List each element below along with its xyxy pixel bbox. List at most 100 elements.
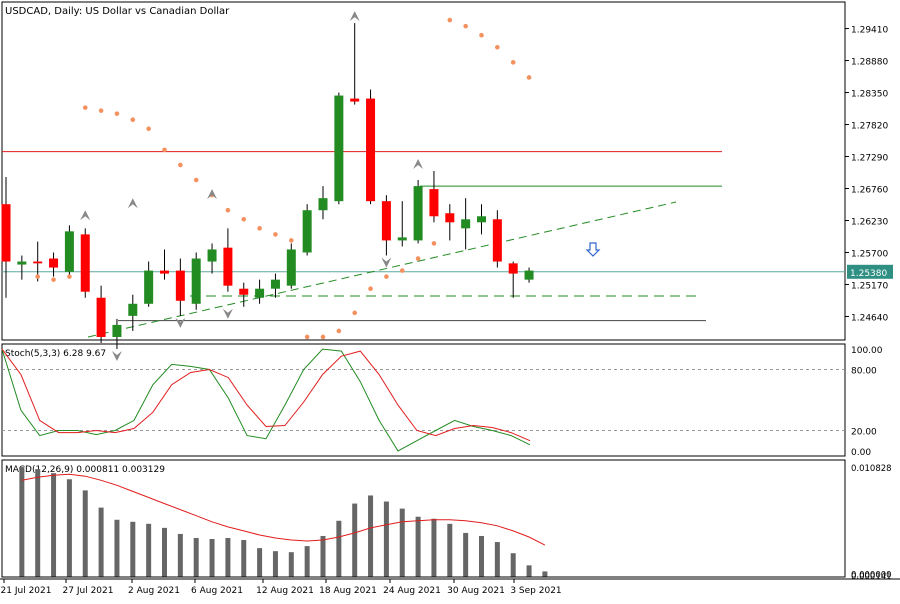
time-axis-label: 30 Aug 2021 — [447, 586, 505, 596]
macd-tick-label: 0.010828 — [851, 464, 892, 474]
parabolic-sar-dot — [193, 177, 199, 183]
macd-histogram-bar — [66, 479, 72, 577]
parabolic-sar-dot — [463, 23, 468, 29]
parabolic-sar-dot — [130, 117, 136, 122]
macd-histogram-bar — [209, 539, 215, 577]
macd-histogram-bar — [320, 535, 326, 577]
candle-body[interactable] — [223, 247, 233, 286]
parabolic-sar-dot — [479, 32, 484, 38]
candle-body[interactable] — [191, 258, 201, 304]
candle-body[interactable] — [445, 213, 455, 223]
parabolic-sar-dot — [146, 126, 151, 132]
price-tick-label: 1.24640 — [851, 313, 888, 323]
macd-histogram-bar — [272, 551, 278, 577]
macd-histogram-bar — [399, 508, 405, 577]
candle-body[interactable] — [80, 234, 90, 292]
uptrend-line[interactable] — [87, 201, 677, 338]
price-tick-label: 1.26760 — [851, 186, 888, 196]
candle-body[interactable] — [64, 231, 74, 272]
candle-body[interactable] — [239, 288, 249, 295]
time-axis-label: 21 Jul 2021 — [1, 586, 52, 596]
macd-panel-frame — [1, 459, 846, 578]
macd-histogram-bar — [288, 552, 294, 577]
candle-body[interactable] — [302, 210, 312, 253]
candle-body[interactable] — [429, 189, 439, 217]
candle-body[interactable] — [160, 270, 169, 274]
price-tick-label: 1.26230 — [851, 217, 888, 227]
candle-body[interactable] — [508, 263, 518, 274]
time-axis-label: 6 Aug 2021 — [191, 586, 243, 596]
fractal-down-icon — [222, 308, 233, 319]
macd-histogram-bar — [336, 520, 342, 577]
macd-histogram-bar — [368, 495, 374, 577]
candle-body[interactable] — [318, 198, 328, 211]
sell-arrow-icon[interactable] — [585, 242, 601, 257]
parabolic-sar-dot — [399, 268, 405, 273]
fractal-up-icon — [349, 11, 360, 22]
parabolic-sar-dot — [526, 75, 532, 80]
parabolic-sar-dot — [35, 274, 40, 279]
fractal-up-icon — [80, 210, 91, 221]
candle-body[interactable] — [350, 98, 360, 102]
candle-body[interactable] — [175, 270, 185, 301]
macd-histogram-bar — [415, 516, 421, 577]
candle-body[interactable] — [49, 258, 59, 268]
candle-body[interactable] — [128, 303, 138, 316]
price-tick-label: 1.25170 — [851, 281, 888, 291]
candle-body[interactable] — [397, 237, 407, 241]
parabolic-sar-dot — [384, 274, 389, 279]
stochastic-panel-frame — [1, 343, 846, 457]
candle-body[interactable] — [366, 98, 376, 202]
candle-body[interactable] — [207, 249, 217, 262]
candle-body[interactable] — [144, 270, 154, 304]
candle-body[interactable] — [286, 249, 296, 286]
candle-body[interactable] — [477, 216, 486, 223]
macd-histogram-bar — [463, 532, 469, 577]
fractal-down-icon — [111, 351, 122, 362]
macd-title: MACD(12,26,9) 0.000811 0.003129 — [5, 465, 165, 475]
parabolic-sar-dot — [98, 108, 104, 113]
candle-body[interactable] — [96, 297, 106, 337]
time-axis-label: 18 Aug 2021 — [319, 586, 377, 596]
parabolic-sar-dot — [241, 216, 247, 222]
macd-histogram-bar — [114, 519, 120, 577]
parabolic-sar-dot — [431, 241, 437, 246]
parabolic-sar-dot — [447, 17, 453, 23]
parabolic-sar-dot — [114, 111, 120, 116]
candle-body[interactable] — [334, 95, 344, 202]
candle-body[interactable] — [112, 324, 122, 337]
fractal-down-icon — [381, 257, 392, 268]
parabolic-sar-dot — [352, 310, 358, 316]
stochastic-signal-line — [1, 348, 531, 442]
candle-body[interactable] — [524, 270, 534, 280]
parabolic-sar-dot — [510, 60, 516, 65]
candle-body[interactable] — [255, 288, 265, 298]
macd-histogram-bar — [494, 542, 500, 577]
macd-histogram-bar — [241, 540, 247, 577]
time-axis-label: 12 Aug 2021 — [256, 586, 314, 596]
stochastic-tick-label: 20.00 — [851, 428, 877, 438]
candle-body[interactable] — [33, 261, 43, 264]
stochastic-title: Stoch(5,3,3) 6.28 9.67 — [5, 349, 106, 359]
candle-body[interactable] — [17, 261, 27, 265]
macd-histogram-bar — [51, 473, 57, 577]
macd-histogram-bar — [383, 501, 389, 577]
candle-body[interactable] — [381, 201, 391, 241]
candle-body[interactable] — [461, 219, 471, 229]
parabolic-sar-dot — [273, 232, 278, 237]
macd-histogram-bar — [526, 565, 532, 577]
candle-body[interactable] — [270, 279, 280, 289]
candle-body[interactable] — [1, 204, 11, 262]
parabolic-sar-dot — [82, 105, 88, 110]
macd-histogram-bar — [162, 527, 167, 577]
macd-histogram-bar — [130, 521, 136, 577]
parabolic-sar-dot — [162, 147, 167, 153]
macd-signal-line — [21, 473, 546, 546]
price-tick-label: 1.25700 — [851, 249, 888, 259]
candle-body[interactable] — [413, 186, 423, 241]
candle-body[interactable] — [492, 219, 502, 262]
stochastic-tick-label: 80.00 — [851, 366, 877, 376]
stochastic-main-line — [1, 348, 531, 452]
